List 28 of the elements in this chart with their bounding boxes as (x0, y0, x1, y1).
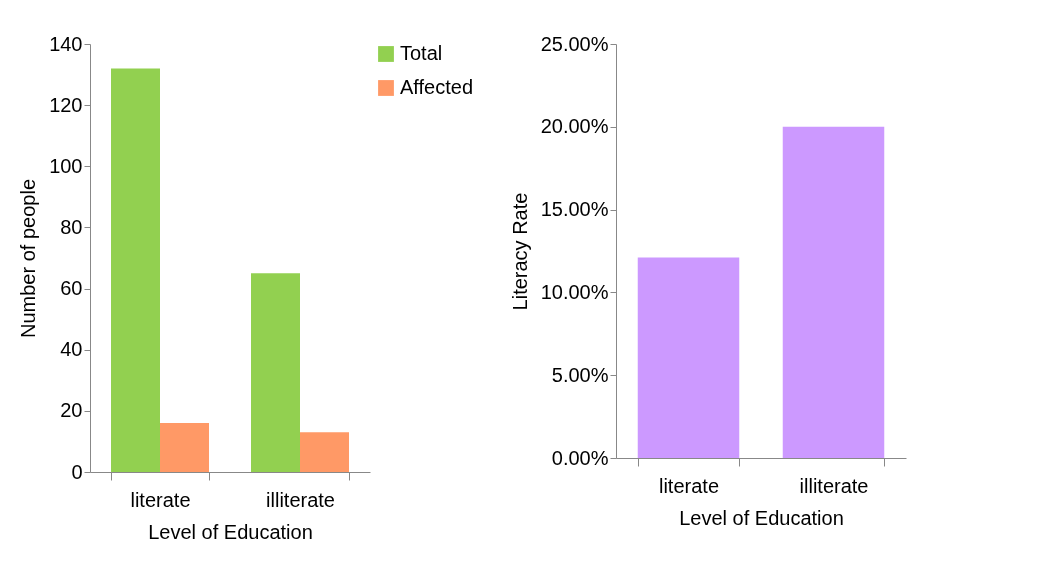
legend-label: Total (400, 42, 443, 64)
legend-label: Affected (400, 76, 474, 98)
y-tick-label: 60 (60, 277, 83, 300)
bar (300, 432, 349, 472)
y-tick-label: 140 (49, 32, 83, 55)
x-tick-label: literate (130, 488, 191, 511)
x-axis-title: Level of Education (148, 520, 313, 543)
x-tick-label: illiterate (266, 488, 335, 511)
x-axis-title: Level of Education (679, 506, 844, 529)
bar (111, 68, 160, 472)
y-tick-label: 15.00% (540, 198, 609, 221)
y-axis-title: Number of people (17, 179, 40, 338)
bar (160, 423, 209, 472)
y-tick-label: 120 (49, 93, 83, 116)
y-tick-label: 100 (49, 154, 83, 177)
y-tick-label: 10.00% (540, 280, 609, 303)
y-tick-label: 25.00% (540, 32, 609, 55)
y-tick-label: 0 (71, 460, 83, 483)
x-tick-label: illiterate (799, 474, 869, 497)
y-tick-label: 0.00% (551, 446, 609, 469)
y-tick-label: 80 (60, 215, 83, 238)
y-tick-label: 40 (60, 338, 83, 361)
y-tick-label: 20.00% (540, 115, 609, 138)
y-tick-label: 5.00% (551, 363, 609, 386)
y-axis-title: Literacy Rate (508, 192, 531, 311)
x-tick-label: literate (658, 474, 720, 497)
y-tick-label: 20 (60, 399, 83, 422)
bar (251, 273, 300, 472)
